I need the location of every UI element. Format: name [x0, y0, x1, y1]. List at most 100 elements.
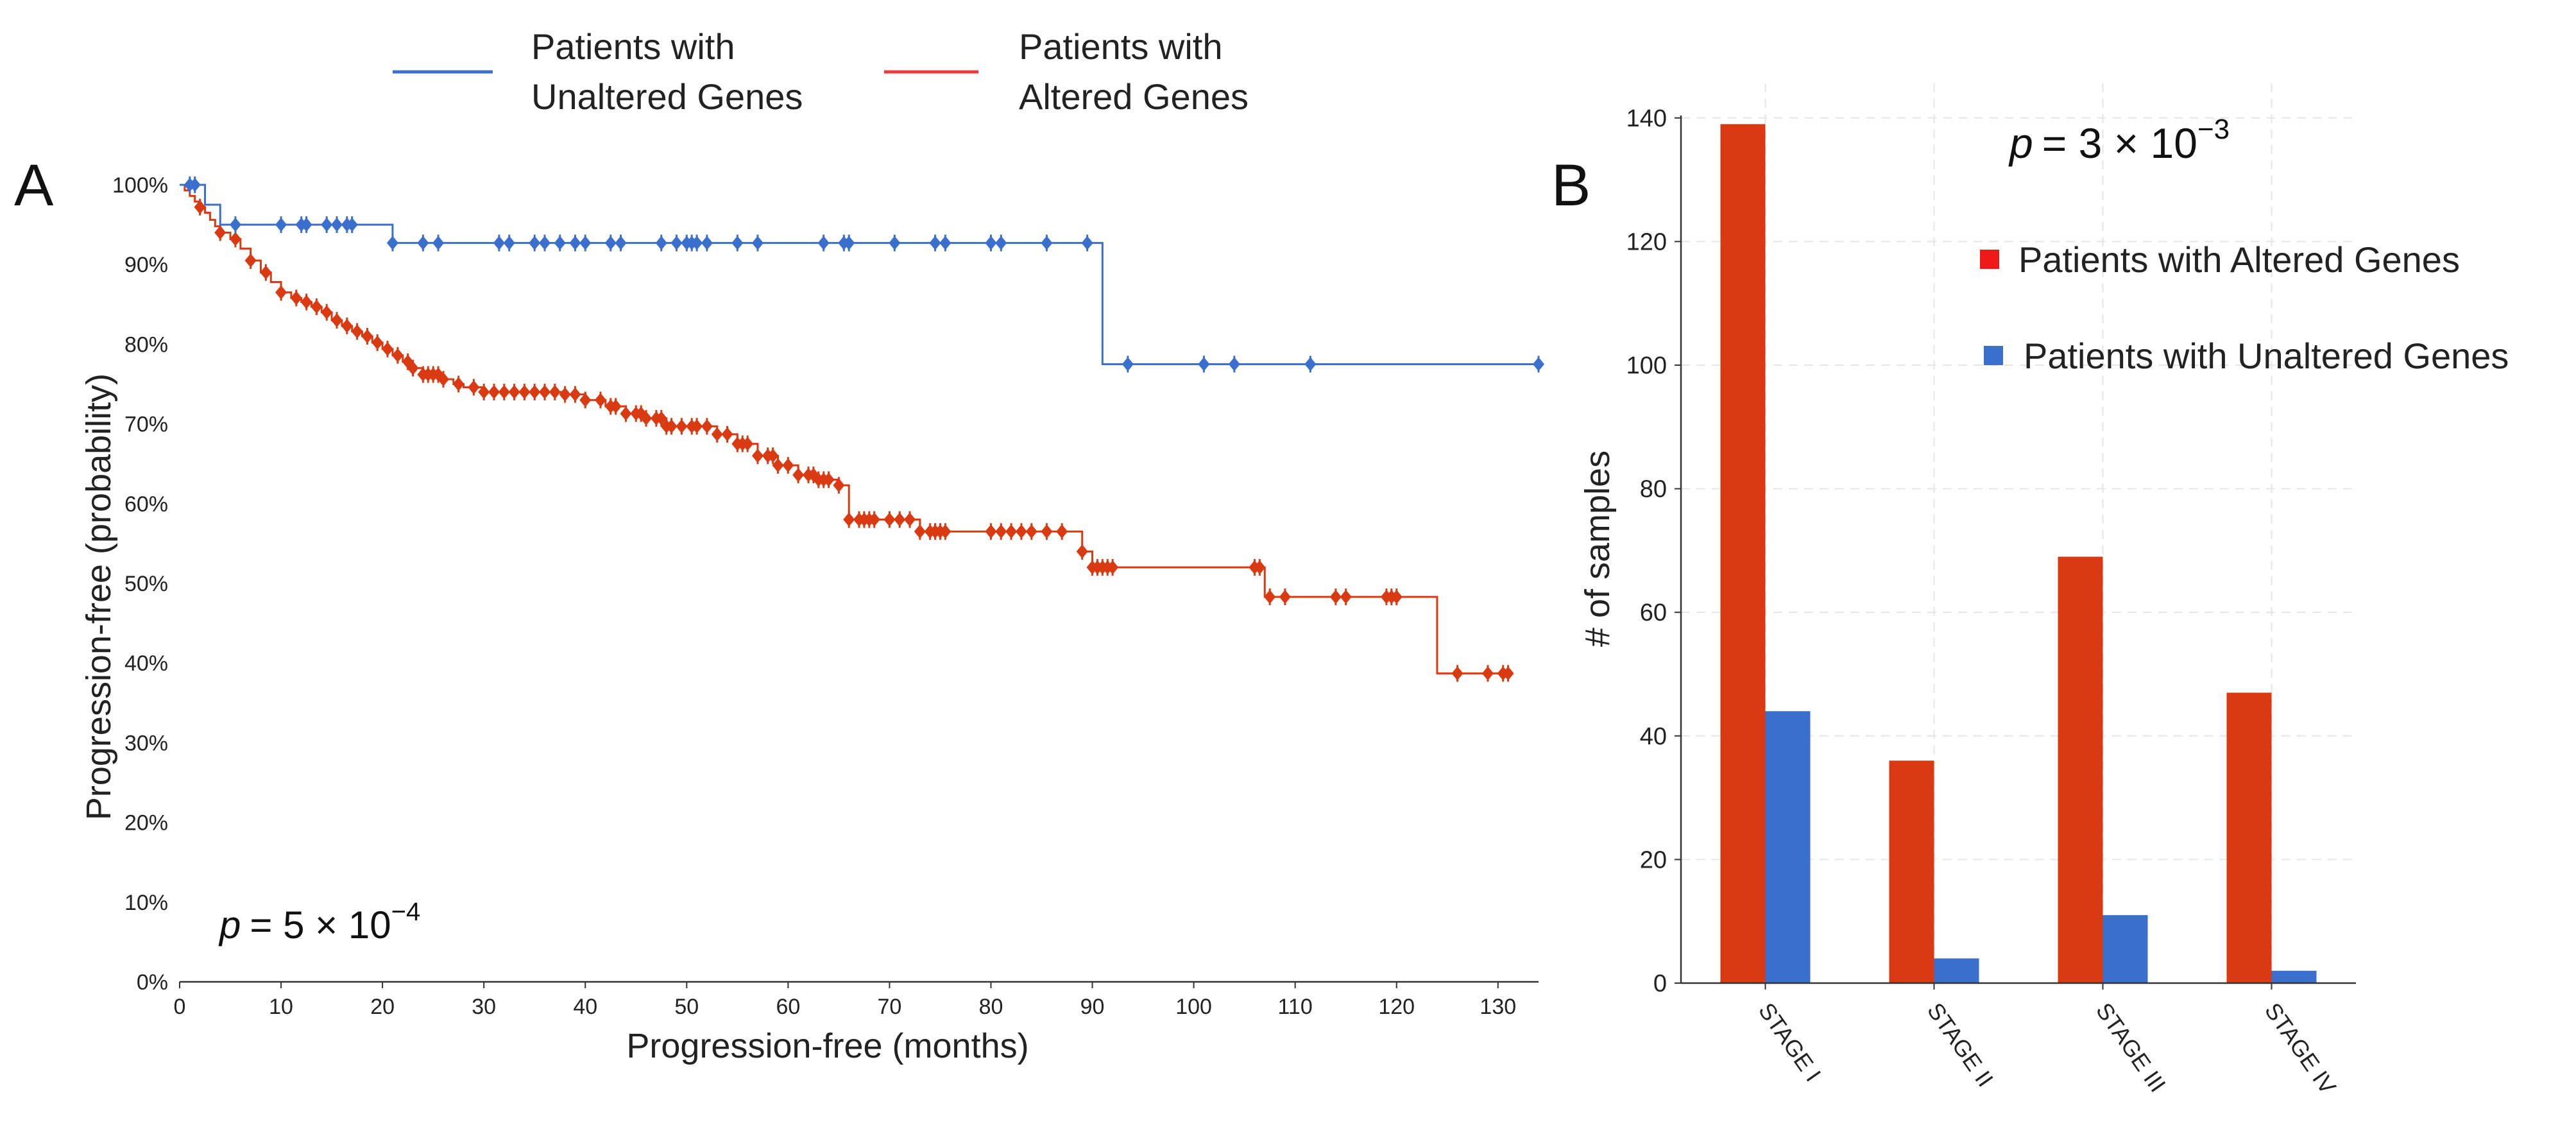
- km-y-tick-label: 50%: [124, 572, 168, 596]
- km-censor-altered: [767, 447, 779, 465]
- km-censor-altered: [498, 383, 510, 400]
- km-censor-unaltered: [1304, 356, 1317, 373]
- km-x-label: Progression-free (months): [626, 1027, 1028, 1065]
- km-censor-altered: [1340, 588, 1352, 606]
- km-x-tick-label: 10: [269, 995, 293, 1019]
- km-censor-altered: [995, 523, 1007, 540]
- km-censor-altered: [701, 418, 713, 435]
- km-censor-unaltered: [604, 234, 617, 252]
- km-x-tick-label: 30: [472, 995, 496, 1019]
- km-censor-unaltered: [554, 234, 566, 252]
- km-censor-altered: [194, 198, 206, 216]
- km-censor-unaltered: [985, 234, 997, 252]
- km-censor-altered: [300, 293, 312, 311]
- km-censor-altered: [665, 418, 678, 435]
- km-censor-altered: [904, 511, 916, 528]
- km-censor-altered: [620, 405, 632, 422]
- km-censor-unaltered: [1041, 234, 1053, 252]
- km-censor-unaltered: [889, 234, 901, 252]
- km-censor-unaltered: [417, 234, 429, 252]
- km-p-symbol: p: [218, 904, 241, 947]
- km-x-tick-label: 40: [573, 995, 597, 1019]
- bar-legend: Patients with Altered Genes Patients wit…: [1980, 239, 2509, 376]
- km-censor-unaltered: [529, 234, 541, 252]
- bars: [1720, 124, 2317, 984]
- km-y-tick-label: 30%: [124, 731, 168, 755]
- km-censor-unaltered: [929, 234, 941, 252]
- km-censor-unaltered: [655, 234, 667, 252]
- km-y-tick-label: 70%: [124, 413, 168, 437]
- km-censor-altered: [985, 523, 997, 540]
- km-y-tick-label: 90%: [124, 253, 168, 277]
- bar-legend-unaltered-label: Patients with Unaltered Genes: [2024, 336, 2509, 376]
- km-censor-altered: [610, 398, 622, 415]
- bar-legend-altered-label: Patients with Altered Genes: [2018, 239, 2460, 280]
- km-censor-altered: [640, 409, 653, 427]
- km-censor-altered: [260, 264, 272, 281]
- km-censor-altered: [518, 383, 531, 400]
- km-censor-altered: [782, 457, 794, 474]
- km-censor-unaltered: [817, 234, 830, 252]
- legend-unaltered-line2: Unaltered Genes: [531, 76, 803, 117]
- km-censor-unaltered: [615, 234, 627, 252]
- bar-x-tick-label: STAGE I: [1753, 998, 1827, 1086]
- km-censor-altered: [823, 471, 835, 488]
- km-x-tick-label: 100: [1175, 995, 1212, 1019]
- km-censor-unaltered: [701, 234, 713, 252]
- bar-altered: [2058, 556, 2103, 983]
- km-censor-altered: [1254, 559, 1266, 576]
- km-censor-altered: [883, 511, 896, 528]
- bar-p-exponent: −3: [2197, 114, 2230, 145]
- km-x-tick-label: 70: [878, 995, 902, 1019]
- km-censor-altered: [1390, 588, 1403, 606]
- panel-a-letter: A: [14, 153, 54, 218]
- km-censor-altered: [244, 252, 257, 269]
- km-censor-unaltered: [1198, 356, 1210, 373]
- bar-y-tick-label: 0: [1653, 970, 1667, 997]
- km-censor-altered: [1279, 588, 1291, 606]
- km-curve-altered: [180, 184, 1508, 674]
- bar-y-tick-label: 80: [1640, 476, 1667, 503]
- km-censor-altered: [321, 304, 333, 321]
- bar-y-tick-label: 60: [1640, 599, 1667, 626]
- km-censor-altered: [539, 383, 551, 400]
- bar-y-label: # of samples: [1578, 450, 1617, 647]
- km-x-tick-label: 90: [1080, 995, 1105, 1019]
- km-censor-altered: [1329, 588, 1342, 606]
- km-censor-unaltered: [569, 234, 581, 252]
- km-censor-altered: [772, 457, 784, 474]
- km-x-ticks: 0 10 20 30 40 50 60 70 80 90 100 110 120 130: [174, 982, 1516, 1019]
- bar-x-tick-label: STAGE II: [1922, 998, 1999, 1092]
- km-censor-altered: [391, 347, 404, 364]
- km-censor-unaltered: [1533, 356, 1544, 373]
- bar-unaltered: [1765, 711, 1811, 983]
- km-censor-altered: [1056, 523, 1068, 540]
- km-x-tick-label: 50: [674, 995, 699, 1019]
- bar-unaltered: [2271, 970, 2317, 983]
- km-curve-unaltered: [180, 184, 1539, 365]
- km-y-ticks: 0% 10% 20% 30% 40% 50% 60% 70% 80% 90% 100%: [112, 173, 168, 995]
- km-censor-altered: [579, 391, 592, 409]
- legend-altered-line1: Patients with: [1019, 26, 1223, 67]
- bar-x-tick-label: STAGE IV: [2260, 998, 2341, 1099]
- km-censor-unaltered: [432, 234, 445, 252]
- km-censor-unaltered: [1228, 356, 1240, 373]
- km-y-tick-label: 0%: [137, 970, 168, 995]
- km-y-tick-label: 60%: [124, 492, 168, 517]
- bar-altered: [1720, 124, 1766, 984]
- km-censor-unaltered: [229, 216, 241, 234]
- km-censor-unaltered: [386, 234, 398, 252]
- km-censor-altered: [1264, 588, 1276, 606]
- km-censor-altered: [742, 435, 754, 452]
- bar-p-value: p = 3 × 10−3: [2008, 114, 2230, 167]
- km-censor-altered: [229, 230, 241, 248]
- top-legend: Patients with Unaltered Genes Patients w…: [393, 26, 1249, 117]
- km-censor-altered: [868, 511, 880, 528]
- km-censor-altered: [569, 386, 581, 403]
- km-censor-altered: [351, 323, 363, 340]
- km-censor-unaltered: [300, 216, 312, 234]
- km-censor-altered: [721, 425, 733, 443]
- km-censor-altered: [1041, 523, 1053, 540]
- km-censor-altered: [361, 327, 373, 345]
